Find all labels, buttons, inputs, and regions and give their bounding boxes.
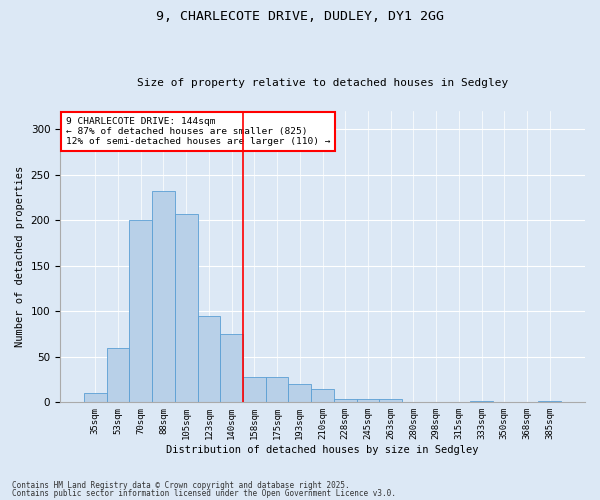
Text: 9 CHARLECOTE DRIVE: 144sqm
← 87% of detached houses are smaller (825)
12% of sem: 9 CHARLECOTE DRIVE: 144sqm ← 87% of deta… xyxy=(65,116,330,146)
Bar xyxy=(175,214,197,402)
Bar xyxy=(356,398,379,402)
Bar xyxy=(311,388,334,402)
Bar xyxy=(289,384,311,402)
Bar xyxy=(379,398,402,402)
Text: Contains HM Land Registry data © Crown copyright and database right 2025.: Contains HM Land Registry data © Crown c… xyxy=(12,480,350,490)
Bar xyxy=(197,316,220,402)
Bar xyxy=(152,191,175,402)
Title: Size of property relative to detached houses in Sedgley: Size of property relative to detached ho… xyxy=(137,78,508,88)
Text: Contains public sector information licensed under the Open Government Licence v3: Contains public sector information licen… xyxy=(12,489,396,498)
Bar xyxy=(538,400,561,402)
Y-axis label: Number of detached properties: Number of detached properties xyxy=(15,166,25,348)
Bar xyxy=(107,348,130,403)
Text: 9, CHARLECOTE DRIVE, DUDLEY, DY1 2GG: 9, CHARLECOTE DRIVE, DUDLEY, DY1 2GG xyxy=(156,10,444,23)
Bar xyxy=(334,398,356,402)
Bar xyxy=(84,393,107,402)
Bar xyxy=(220,334,243,402)
Bar xyxy=(243,377,266,402)
Bar xyxy=(130,220,152,402)
Bar xyxy=(266,377,289,402)
X-axis label: Distribution of detached houses by size in Sedgley: Distribution of detached houses by size … xyxy=(166,445,479,455)
